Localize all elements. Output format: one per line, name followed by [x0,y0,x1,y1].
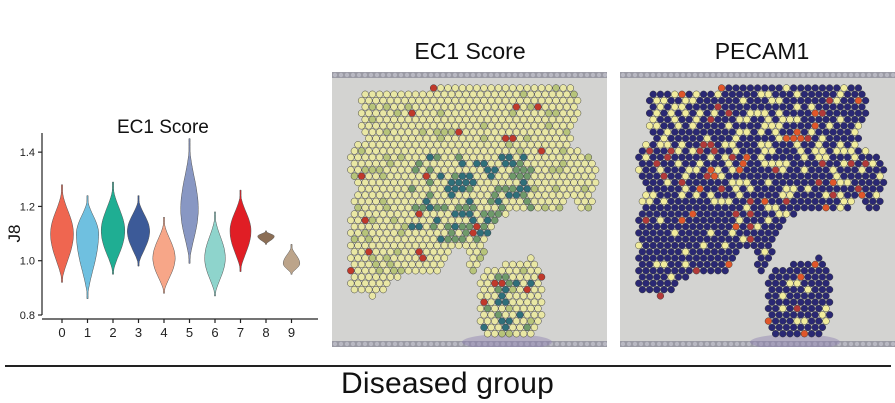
violin-9 [282,244,301,275]
y-axis-label: J8 [5,225,24,243]
y-tick-label: 1.2 [20,201,35,213]
violin-4 [152,217,176,294]
violin-0 [50,184,74,283]
x-tick-label: 2 [109,325,116,340]
x-tick-label: 1 [84,325,91,340]
violin-6 [204,211,226,297]
y-tick-label: 1.0 [20,256,35,268]
x-tick-label: 5 [186,325,193,340]
x-tick-label: 4 [160,325,167,340]
spatial-map-ec1 [332,72,607,347]
spatial-panel-title-ec1: EC1 Score [414,38,526,64]
x-tick-label: 0 [58,325,65,340]
violin-2 [100,181,126,275]
x-tick-label: 9 [288,325,295,340]
y-tick-label: 1.4 [20,147,35,159]
violin-chart: 0.8 1.0 1.2 1.4 J8 0 1 2 3 4 5 6 7 8 9 [5,133,318,340]
x-tick-label: 7 [237,325,244,340]
group-divider-line [5,365,891,367]
group-label: Diseased group [341,367,554,400]
x-tick-label: 3 [135,325,142,340]
violin-7 [229,189,252,272]
violin-1 [76,195,99,299]
spatial-map-pecam1 [620,72,895,347]
violin-8 [257,230,275,245]
violin-chart-title: EC1 Score [117,117,209,138]
spatial-panel-title-pecam1: PECAM1 [714,38,810,64]
violin-3 [127,195,150,267]
x-tick-label: 6 [211,325,218,340]
violin-5 [180,138,199,264]
x-tick-label: 8 [262,325,269,340]
y-tick-label: 0.8 [20,310,35,322]
